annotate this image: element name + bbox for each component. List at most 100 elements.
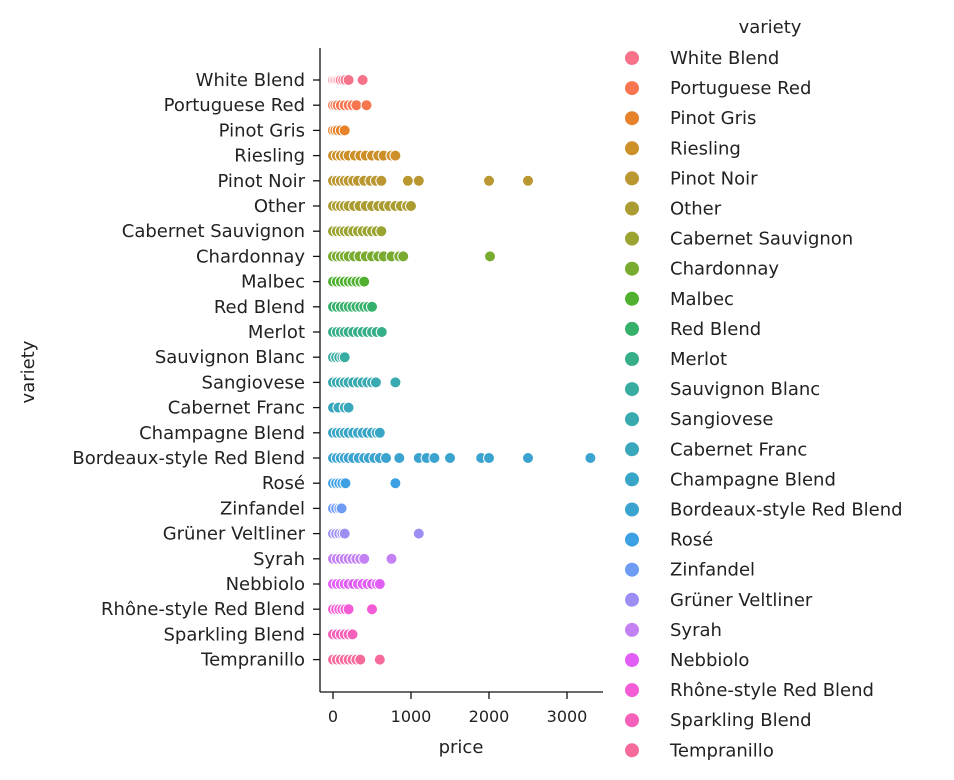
data-point [358, 275, 371, 288]
legend-label: Red Blend [670, 319, 761, 340]
category-label: Pinot Noir [217, 171, 305, 192]
legend-marker [625, 352, 639, 366]
category-label: Pinot Gris [219, 120, 305, 141]
data-point [385, 552, 398, 565]
data-point [401, 174, 414, 187]
data-point [393, 452, 406, 464]
category-label: Sangiovese [202, 372, 305, 393]
legend-marker [625, 412, 639, 427]
legend-label: Champagne Blend [670, 469, 836, 490]
data-point [389, 149, 402, 162]
data-point [358, 552, 371, 565]
data-point [444, 452, 456, 464]
category-label: Syrah [253, 549, 305, 570]
legend-label: Rhône-style Red Blend [670, 680, 874, 701]
data-point [484, 250, 497, 263]
legend-marker [625, 622, 639, 637]
category-label: Nebbiolo [226, 574, 305, 595]
data-point [342, 74, 355, 86]
category-label: Rhône-style Red Blend [101, 599, 305, 620]
data-point [412, 174, 425, 187]
data-point [375, 174, 388, 187]
legend-marker [625, 743, 639, 758]
legend-label: Sangiovese [670, 409, 773, 430]
category-label: Grüner Veltliner [163, 524, 306, 545]
category-label: Sauvignon Blanc [155, 347, 305, 368]
category-label: Sparkling Blend [163, 624, 305, 645]
x-tick-label: 1000 [391, 707, 432, 726]
data-point [360, 99, 373, 112]
legend-marker [625, 141, 639, 156]
data-point [373, 653, 386, 666]
x-tick-label: 3000 [547, 707, 588, 726]
legend-marker [625, 382, 639, 397]
legend-label: Grüner Veltliner [670, 590, 813, 611]
category-label: Cabernet Franc [168, 398, 305, 419]
legend-label: Syrah [670, 620, 722, 641]
data-point [483, 174, 495, 187]
x-tick-label: 2000 [469, 707, 510, 726]
data-point [366, 300, 378, 313]
category-label: Rosé [262, 473, 305, 494]
legend-label: Bordeaux-style Red Blend [670, 500, 903, 521]
legend-label: Cabernet Sauvignon [670, 229, 853, 250]
legend-label: Nebbiolo [670, 650, 749, 671]
x-tick-label: 0 [328, 707, 338, 726]
data-point [397, 250, 410, 263]
legend-label: Sparkling Blend [670, 710, 812, 731]
category-label: Zinfandel [220, 498, 305, 519]
data-point [428, 452, 441, 464]
data-point [380, 452, 393, 464]
category-label: Portuguese Red [164, 95, 305, 116]
category-label: Bordeaux-style Red Blend [72, 448, 305, 469]
data-point [369, 376, 382, 389]
category-label: Chardonnay [196, 246, 305, 267]
legend-label: Chardonnay [670, 259, 779, 280]
legend: variety White Blend Portuguese Red Pinot G… [625, 17, 903, 761]
legend-label: Rosé [670, 530, 713, 551]
category-label: Merlot [248, 322, 305, 343]
legend-marker [625, 111, 639, 126]
legend-label: Pinot Noir [670, 168, 758, 189]
legend-marker [625, 653, 639, 667]
legend-marker [625, 261, 639, 276]
category-label: Other [254, 196, 306, 217]
y-axis-title: variety [18, 340, 39, 403]
legend-label: Merlot [670, 349, 727, 370]
category-label: Malbec [241, 272, 305, 293]
data-point [356, 74, 369, 86]
data-point [335, 502, 348, 515]
legend-items: White Blend Portuguese Red Pinot Gris Riesl… [625, 48, 903, 761]
data-point [412, 527, 425, 540]
data-point [338, 527, 351, 540]
legend-marker [625, 231, 639, 246]
category-label: Cabernet Sauvignon [122, 221, 305, 242]
legend-marker [625, 51, 639, 65]
legend-marker [625, 81, 639, 96]
data-point [342, 603, 355, 616]
legend-label: White Blend [670, 48, 779, 69]
data-point [405, 200, 417, 212]
data-point [522, 452, 534, 464]
data-point [342, 401, 355, 414]
data-point [338, 124, 351, 137]
legend-label: Sauvignon Blanc [670, 379, 820, 400]
legend-marker [625, 291, 639, 306]
category-label: Riesling [234, 146, 305, 167]
data-point [338, 351, 351, 364]
category-label: Champagne Blend [139, 423, 305, 444]
legend-marker [625, 683, 639, 698]
legend-marker [625, 713, 639, 728]
legend-label: Tempranillo [669, 740, 774, 761]
legend-marker [625, 562, 639, 577]
legend-marker [625, 171, 639, 186]
legend-label: Malbec [670, 289, 734, 310]
category-labels: White Blend Portuguese Red Pinot Gris Riesl… [72, 70, 320, 671]
data-point [346, 628, 359, 641]
data-point [522, 174, 534, 187]
data-point [389, 477, 402, 490]
legend-label: Cabernet Franc [670, 439, 807, 460]
legend-marker [625, 201, 639, 216]
category-label: Red Blend [214, 297, 305, 318]
legend-label: Pinot Gris [670, 108, 756, 129]
